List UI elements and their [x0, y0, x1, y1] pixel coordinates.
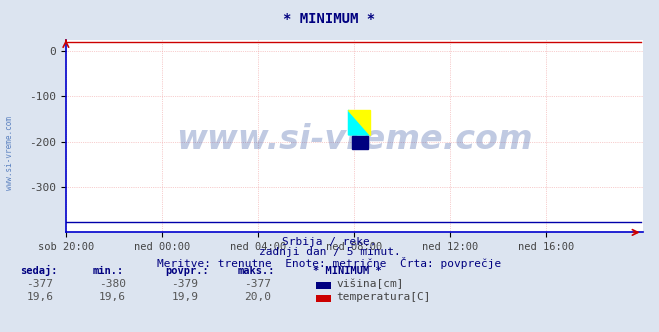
Text: Srbija / reke.: Srbija / reke.: [282, 237, 377, 247]
Text: * MINIMUM *: * MINIMUM *: [313, 266, 382, 276]
Text: min.:: min.:: [92, 266, 123, 276]
Text: 19,6: 19,6: [26, 292, 53, 302]
Text: povpr.:: povpr.:: [165, 266, 208, 276]
Text: maks.:: maks.:: [237, 266, 275, 276]
Text: -377: -377: [244, 279, 271, 289]
Text: www.si-vreme.com: www.si-vreme.com: [5, 116, 14, 190]
Text: * MINIMUM *: * MINIMUM *: [283, 12, 376, 26]
Text: višina[cm]: višina[cm]: [336, 279, 403, 289]
Bar: [352, 136, 368, 149]
Text: -379: -379: [171, 279, 198, 289]
Polygon shape: [349, 110, 370, 135]
Text: 19,9: 19,9: [171, 292, 198, 302]
Text: 20,0: 20,0: [244, 292, 271, 302]
Text: sedaj:: sedaj:: [20, 265, 57, 276]
Text: -377: -377: [26, 279, 53, 289]
Polygon shape: [349, 110, 370, 135]
Text: temperatura[C]: temperatura[C]: [336, 292, 430, 302]
Text: zadnji dan / 5 minut.: zadnji dan / 5 minut.: [258, 247, 401, 257]
Text: www.si-vreme.com: www.si-vreme.com: [176, 124, 532, 156]
Text: -380: -380: [99, 279, 126, 289]
Text: 19,6: 19,6: [99, 292, 126, 302]
Text: Meritve: trenutne  Enote: metrične  Črta: povprečje: Meritve: trenutne Enote: metrične Črta: …: [158, 257, 501, 269]
